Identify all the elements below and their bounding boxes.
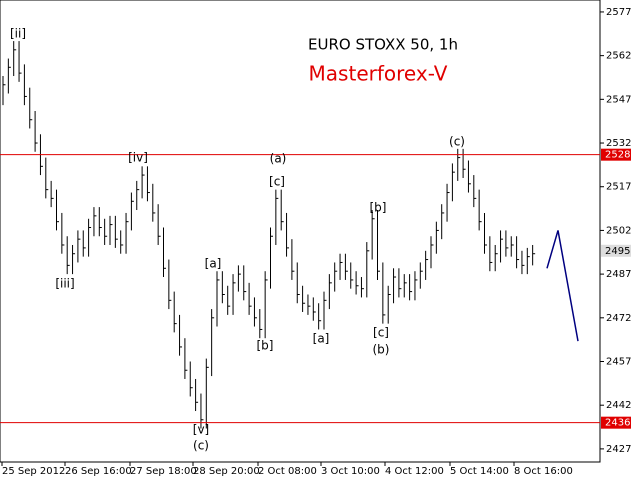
wave-label: (b) [373,343,390,357]
x-tick-label: 3 Oct 10:00 [321,466,380,477]
x-tick-label: 26 Sep 16:00 [65,466,132,477]
wave-label: [b] [370,201,387,215]
y-tick-label: 2442 [606,400,631,411]
x-tick-label: 8 Oct 16:00 [514,466,573,477]
x-tick-label: 28 Sep 20:00 [193,466,260,477]
x-tick-label: 4 Oct 12:00 [385,466,444,477]
wave-label: (c) [449,135,465,149]
wave-label: [c] [373,326,389,340]
wave-label: (a) [270,152,287,166]
wave-label: [v] [193,423,209,437]
chart-subtitle: Masterforex-V [309,62,448,86]
y-tick-label: 2427 [606,444,631,455]
y-tick-label: 2562 [606,51,631,62]
y-tick-label: 2577 [606,7,631,18]
plot-area [0,0,601,463]
y-tick-label: 2517 [606,182,631,193]
x-tick-label: 25 Sep 2012 [2,466,65,477]
wave-label: (c) [193,439,209,453]
wave-label: [c] [269,175,285,189]
wave-label: [a] [313,332,330,346]
price-tag [601,244,631,257]
y-tick-label: 2472 [606,313,631,324]
chart-title: EURO STOXX 50, 1h [308,36,458,54]
level-label: 2528 [605,150,630,161]
y-tick-label: 2532 [606,138,631,149]
y-tick-label: 2487 [606,269,631,280]
price-label: 2495 [605,246,630,257]
wave-label: [ii] [10,27,26,41]
level-tag [601,416,631,429]
forecast-line [546,230,579,342]
level-label: 2436 [605,418,630,429]
wave-label: [iii] [55,277,74,291]
x-tick-label: 27 Sep 18:00 [130,466,197,477]
wave-label: [b] [257,339,274,353]
x-tick-label: 5 Oct 14:00 [450,466,509,477]
wave-label: [a] [205,257,222,271]
x-tick-label: 2 Oct 08:00 [258,466,317,477]
y-tick-label: 2457 [606,357,631,368]
wave-label: [iv] [128,151,148,165]
y-tick-label: 2502 [606,225,631,236]
y-tick-label: 2547 [606,94,631,105]
level-tag [601,148,631,161]
